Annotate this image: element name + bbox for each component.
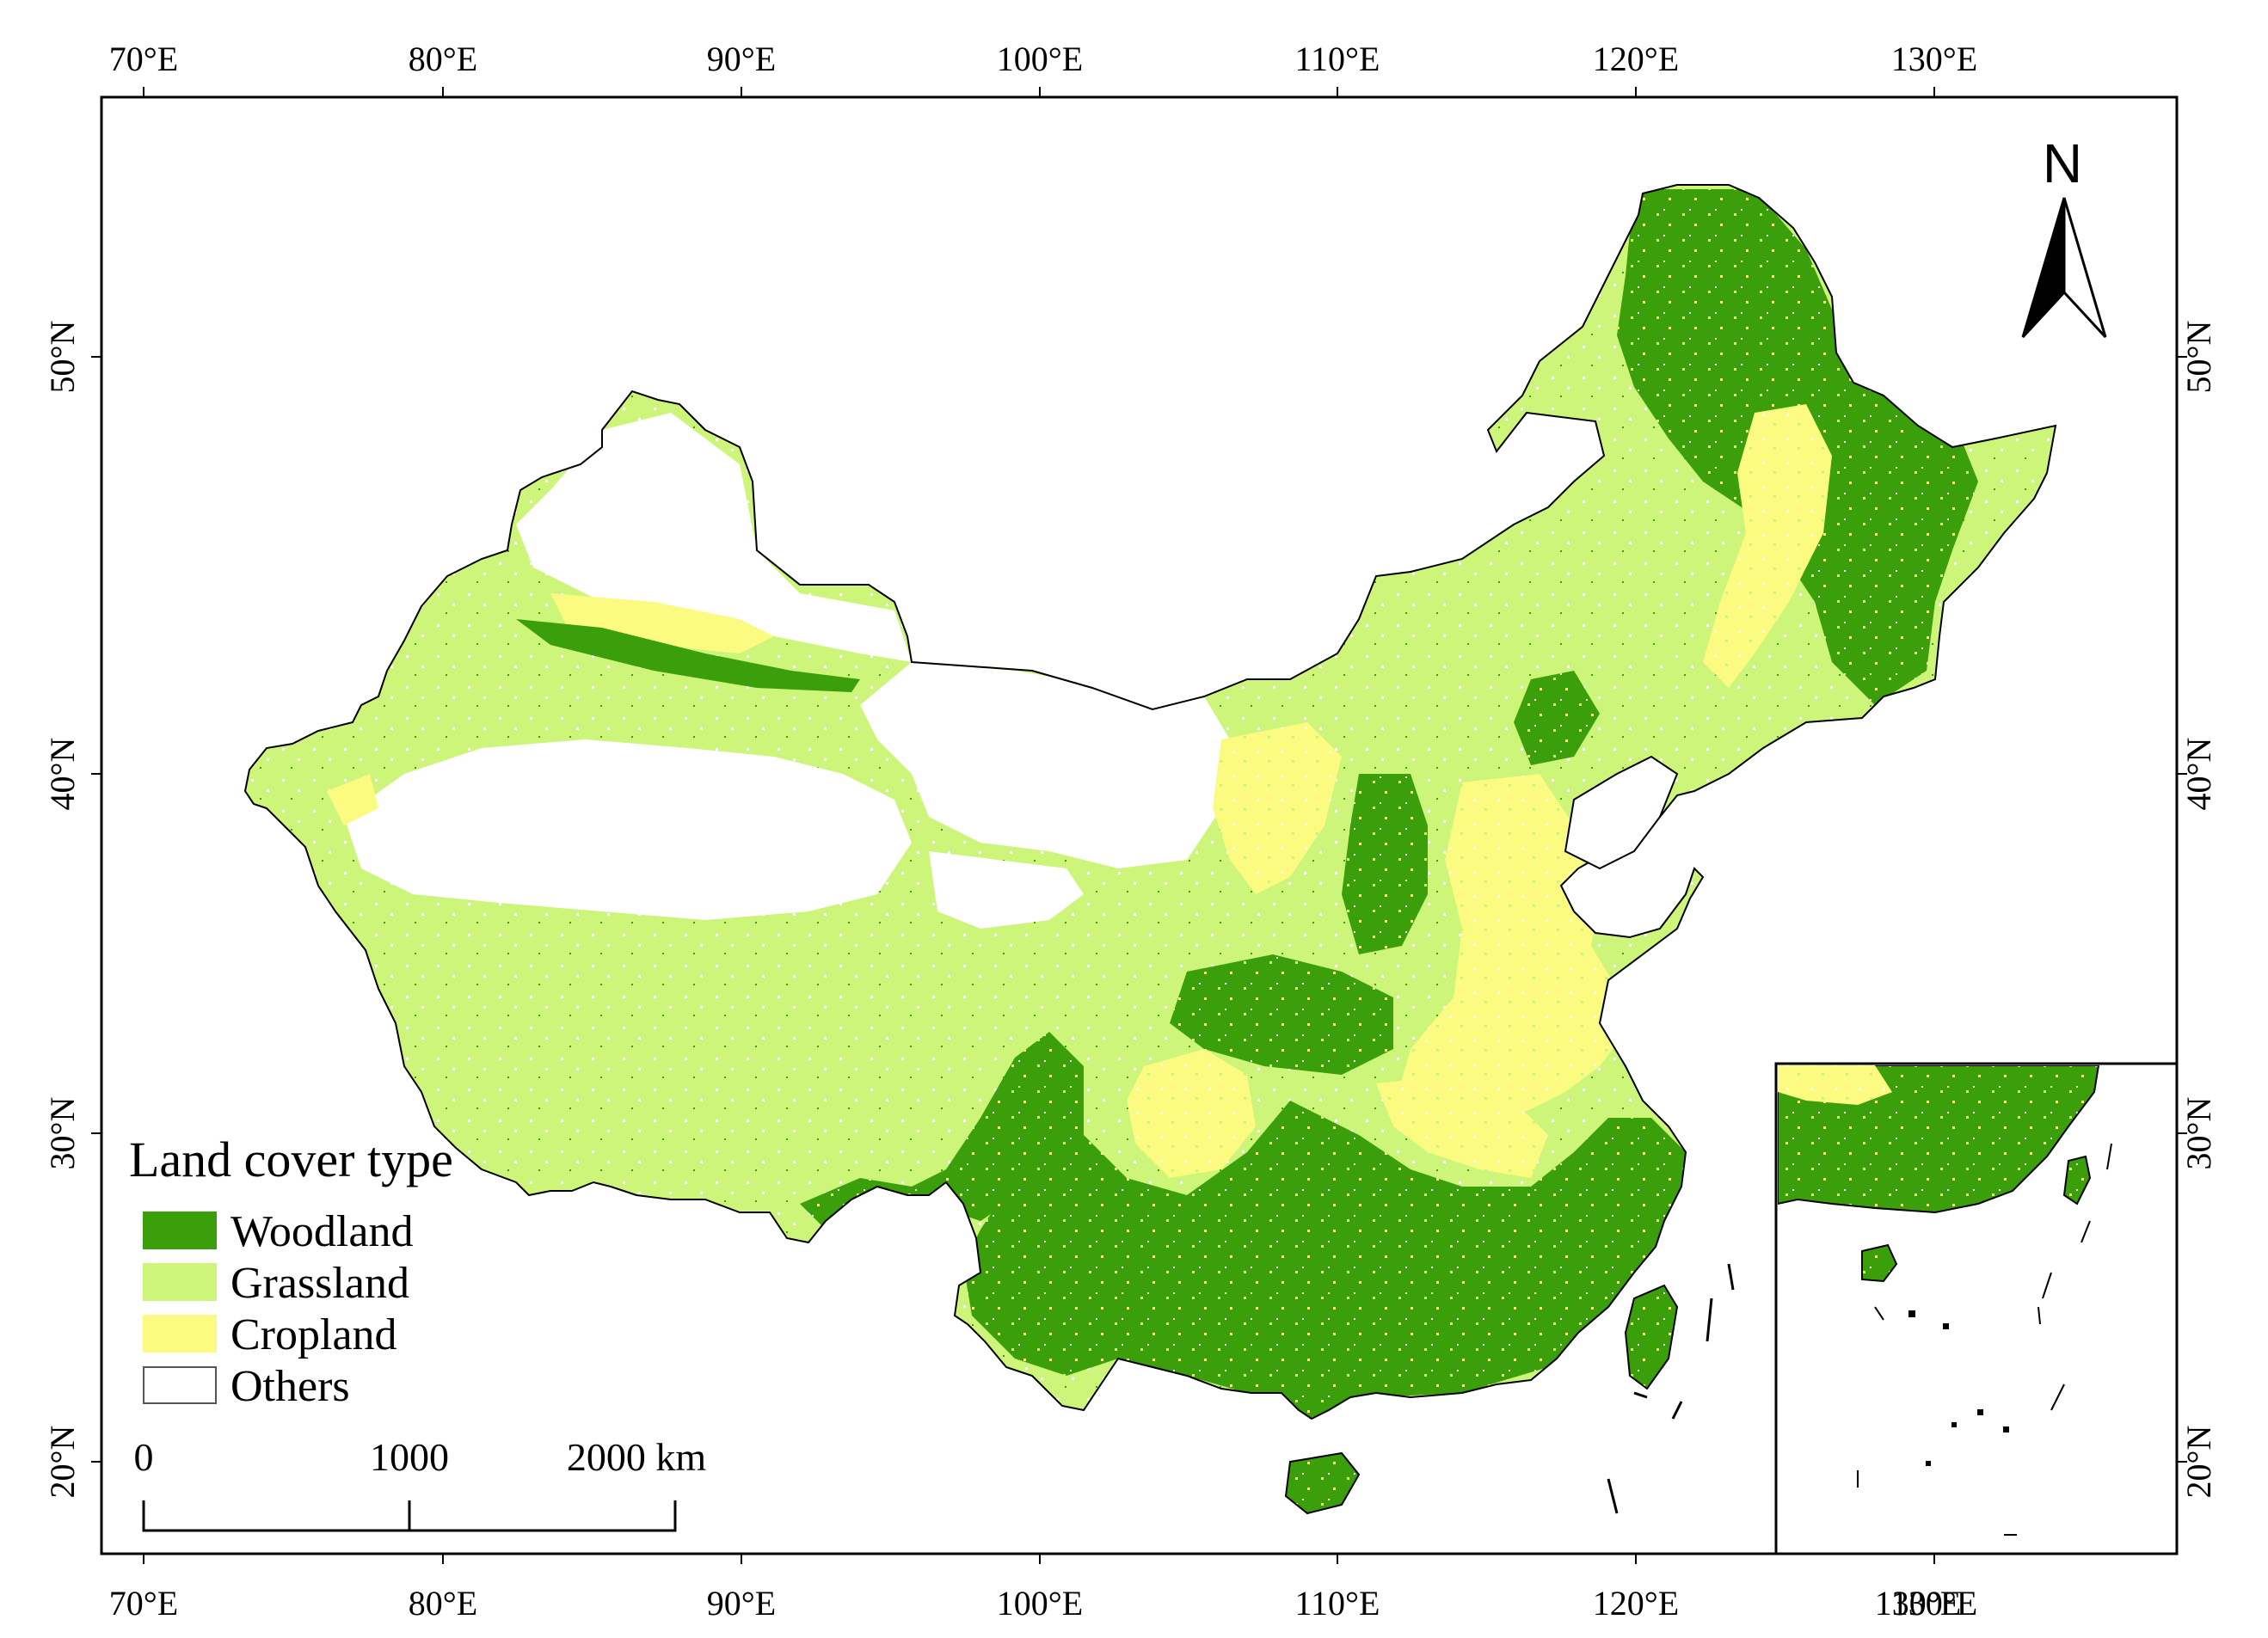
bohai-sea xyxy=(1564,755,1679,870)
right-lat-label: 30°N xyxy=(2179,1097,2218,1170)
bottom-lon-label: 90°E xyxy=(707,1584,776,1623)
legend-swatch-woodland xyxy=(143,1212,217,1249)
north-arrow-label: N xyxy=(2043,132,2082,194)
inset-taiwan xyxy=(2062,1155,2092,1205)
left-lat-label: 40°N xyxy=(43,738,82,811)
inset-lon-label: 130°E xyxy=(1875,1584,1961,1623)
scale-bar-label: 0 xyxy=(134,1435,154,1479)
bottom-lon-label: 120°E xyxy=(1593,1584,1679,1623)
cropland-xinjiang xyxy=(550,593,774,653)
left-lat-label: 50°N xyxy=(43,321,82,394)
legend-title: Land cover type xyxy=(129,1132,453,1187)
cropland-loess xyxy=(1213,722,1342,894)
left-latitude-labels: 50°N 40°N 30°N 20°N xyxy=(43,321,82,1499)
top-lon-label: 110°E xyxy=(1295,40,1380,78)
right-lat-label: 20°N xyxy=(2179,1426,2218,1499)
top-lon-label: 130°E xyxy=(1891,40,1977,78)
north-arrow: N xyxy=(2021,132,2107,339)
inset-hainan xyxy=(1861,1243,1898,1283)
inset-islands xyxy=(1857,1143,2112,1536)
legend-label-cropland: Cropland xyxy=(230,1310,397,1359)
frame-ticks xyxy=(91,87,2187,1564)
woodland-taihang xyxy=(1342,774,1428,954)
cropland-yangtze xyxy=(1376,1075,1548,1178)
south-china-sea-inset: 130°E xyxy=(1774,1062,2179,1623)
legend-swatch-others xyxy=(143,1366,217,1404)
left-lat-label: 20°N xyxy=(43,1426,82,1499)
scale-bar: 0 1000 2000 km xyxy=(134,1435,707,1532)
scale-bar-label: 1000 xyxy=(370,1435,449,1479)
bottom-lon-label: 110°E xyxy=(1295,1584,1380,1623)
bottom-lon-label: 70°E xyxy=(109,1584,178,1623)
left-lat-label: 30°N xyxy=(43,1097,82,1170)
scale-bar-line xyxy=(142,1500,677,1532)
legend: Land cover type WoodlandGrasslandCroplan… xyxy=(129,1132,453,1411)
right-lat-label: 40°N xyxy=(2179,738,2218,811)
scale-bar-label: 2000 km xyxy=(567,1435,707,1479)
bottom-longitude-labels: 70°E 80°E 90°E 100°E 110°E 120°E 130°E xyxy=(109,1584,1977,1623)
legend-label-woodland: Woodland xyxy=(230,1207,413,1256)
others-taklamakan xyxy=(344,739,912,920)
woodland-tibet-southeast xyxy=(800,1032,1084,1230)
top-lon-label: 70°E xyxy=(109,40,178,78)
legend-label-grassland: Grassland xyxy=(230,1259,409,1308)
woodland-qinling xyxy=(1170,954,1393,1075)
right-lat-label: 50°N xyxy=(2179,321,2218,394)
bottom-lon-label: 130°E xyxy=(1891,1584,1977,1623)
right-latitude-labels: 50°N 40°N 30°N 20°N xyxy=(2179,321,2218,1499)
top-lon-label: 80°E xyxy=(409,40,477,78)
top-longitude-labels: 70°E 80°E 90°E 100°E 110°E 120°E 130°E xyxy=(109,40,1977,78)
woodland-south xyxy=(963,1101,1686,1419)
hainan-island xyxy=(1284,1451,1361,1515)
cropland-sichuan-basin xyxy=(1127,1049,1256,1178)
cropland-northeast-plain xyxy=(1703,404,1832,688)
others-gobi xyxy=(860,662,1230,868)
legend-label-others: Others xyxy=(230,1362,350,1411)
top-lon-label: 100°E xyxy=(997,40,1083,78)
north-arrow-right-half xyxy=(2062,197,2107,339)
woodland-northeast-hills xyxy=(1514,671,1600,765)
legend-swatch-grassland xyxy=(143,1263,217,1301)
cropland-north-china xyxy=(1393,774,1626,1135)
bottom-lon-label: 80°E xyxy=(409,1584,477,1623)
bottom-lon-label: 100°E xyxy=(997,1584,1083,1623)
others-qaidam xyxy=(929,851,1084,929)
cropland-tarim-edge xyxy=(327,774,378,825)
woodland-tianshan xyxy=(516,619,860,692)
scale-bar-labels: 0 1000 2000 km xyxy=(134,1435,707,1479)
south-china-sea-marks xyxy=(1607,1263,1735,1514)
inset-cropland xyxy=(1778,1065,1892,1105)
top-lon-label: 120°E xyxy=(1593,40,1679,78)
taiwan-island xyxy=(1624,1284,1679,1390)
top-lon-label: 90°E xyxy=(707,40,776,78)
legend-swatch-cropland xyxy=(143,1315,217,1353)
